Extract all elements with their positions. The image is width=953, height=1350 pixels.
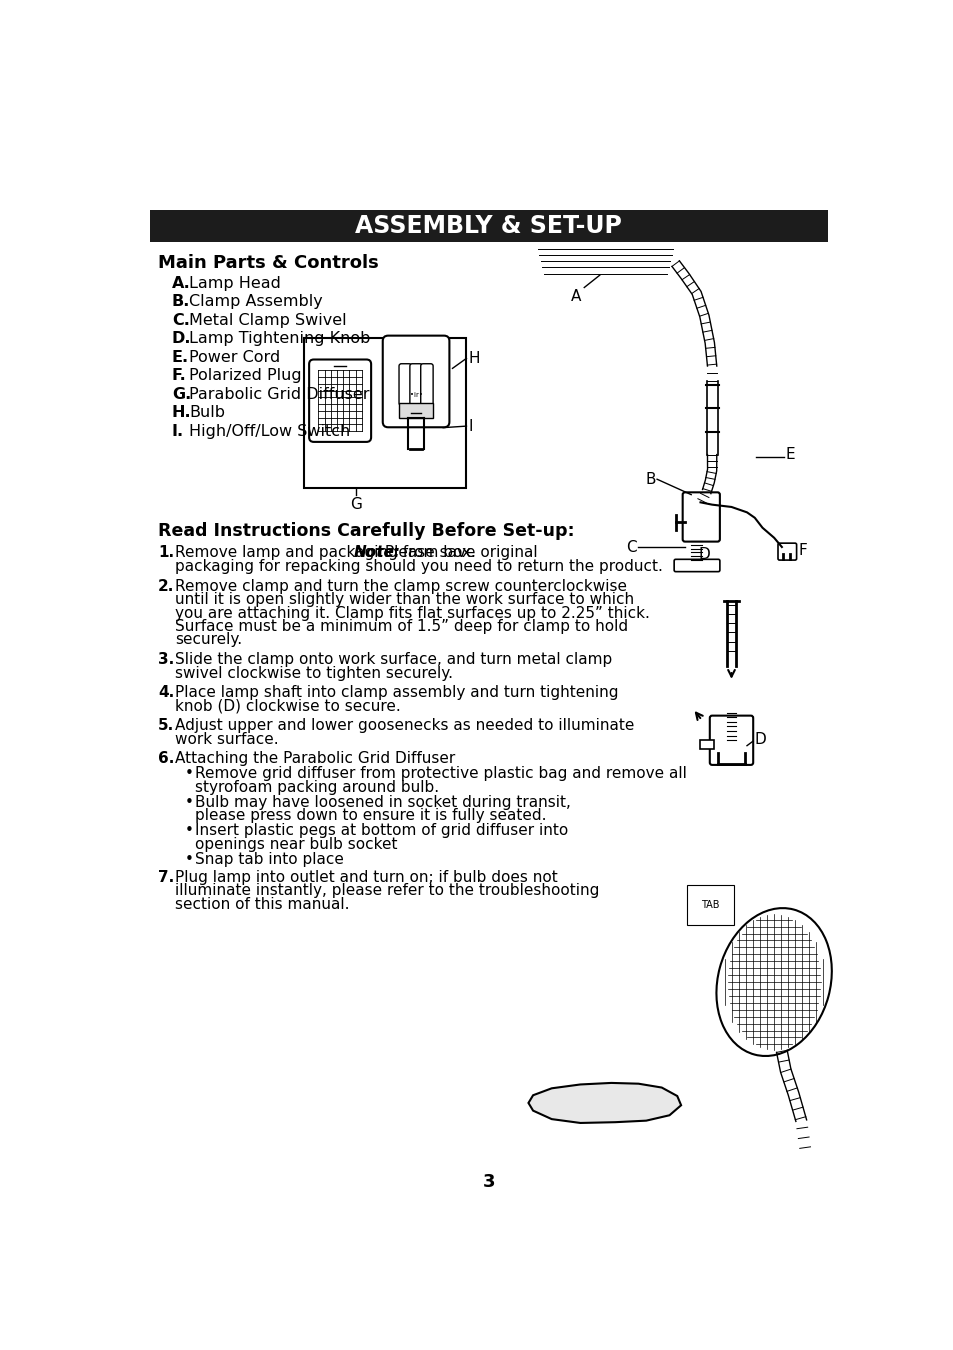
Text: Polarized Plug: Polarized Plug [189, 369, 301, 383]
FancyBboxPatch shape [778, 543, 796, 560]
Text: Read Instructions Carefully Before Set-up:: Read Instructions Carefully Before Set-u… [158, 522, 574, 540]
Text: Power Cord: Power Cord [189, 350, 280, 365]
Text: Adjust upper and lower goosenecks as needed to illuminate: Adjust upper and lower goosenecks as nee… [174, 718, 634, 733]
Text: 3: 3 [482, 1173, 495, 1191]
FancyBboxPatch shape [420, 363, 433, 405]
Text: securely.: securely. [174, 632, 242, 648]
Text: work surface.: work surface. [174, 732, 278, 747]
Text: H.: H. [172, 405, 192, 420]
Text: TAB: TAB [700, 900, 720, 910]
Text: I.: I. [172, 424, 184, 439]
Text: please press down to ensure it is fully seated.: please press down to ensure it is fully … [195, 809, 546, 824]
Text: Note:: Note: [353, 545, 400, 560]
Text: 5.: 5. [158, 718, 174, 733]
Text: •: • [184, 767, 193, 782]
Text: Lamp Tightening Knob: Lamp Tightening Knob [189, 331, 370, 347]
Text: openings near bulb socket: openings near bulb socket [195, 837, 397, 852]
Text: Snap tab into place: Snap tab into place [195, 852, 344, 867]
Text: Plug lamp into outlet and turn on; if bulb does not: Plug lamp into outlet and turn on; if bu… [174, 869, 558, 886]
Text: G.: G. [172, 387, 191, 402]
Text: swivel clockwise to tighten securely.: swivel clockwise to tighten securely. [174, 666, 453, 680]
Text: Remove lamp and packaging from box.: Remove lamp and packaging from box. [174, 545, 480, 560]
Text: 3.: 3. [158, 652, 174, 667]
Text: Clamp Assembly: Clamp Assembly [189, 294, 322, 309]
Text: ASSEMBLY & SET-UP: ASSEMBLY & SET-UP [355, 213, 621, 238]
Text: D: D [754, 732, 765, 747]
Text: E.: E. [172, 350, 189, 365]
Text: illuminate instantly, please refer to the troubleshooting: illuminate instantly, please refer to th… [174, 883, 598, 899]
Text: Bulb: Bulb [189, 405, 225, 420]
Text: I: I [468, 418, 473, 433]
Text: Remove grid diffuser from protective plastic bag and remove all: Remove grid diffuser from protective pla… [195, 767, 686, 782]
Text: •: • [184, 852, 193, 867]
Text: Remove clamp and turn the clamp screw counterclockwise: Remove clamp and turn the clamp screw co… [174, 579, 626, 594]
Text: Bulb may have loosened in socket during transit,: Bulb may have loosened in socket during … [195, 795, 571, 810]
Text: styrofoam packing around bulb.: styrofoam packing around bulb. [195, 780, 439, 795]
Polygon shape [528, 1083, 680, 1123]
Text: knob (D) clockwise to secure.: knob (D) clockwise to secure. [174, 699, 400, 714]
Text: E: E [785, 447, 795, 462]
Text: 7.: 7. [158, 869, 174, 886]
FancyBboxPatch shape [709, 716, 753, 765]
Text: Parabolic Grid Diffuser: Parabolic Grid Diffuser [189, 387, 369, 402]
Text: A: A [571, 289, 581, 304]
Text: Main Parts & Controls: Main Parts & Controls [158, 254, 378, 273]
Ellipse shape [716, 909, 831, 1056]
Text: Lamp Head: Lamp Head [189, 275, 280, 292]
Text: High/Off/Low Switch: High/Off/Low Switch [189, 424, 350, 439]
FancyBboxPatch shape [309, 359, 371, 441]
Text: •ir•: •ir• [409, 392, 422, 398]
Text: 2.: 2. [158, 579, 174, 594]
Text: F: F [798, 543, 806, 559]
Text: D.: D. [172, 331, 192, 347]
Text: C.: C. [172, 313, 190, 328]
FancyBboxPatch shape [410, 363, 422, 405]
FancyBboxPatch shape [382, 336, 449, 427]
Text: until it is open slightly wider than the work surface to which: until it is open slightly wider than the… [174, 593, 634, 608]
Text: F.: F. [172, 369, 187, 383]
Text: 4.: 4. [158, 686, 174, 701]
FancyBboxPatch shape [682, 493, 720, 541]
Text: Surface must be a minimum of 1.5” deep for clamp to hold: Surface must be a minimum of 1.5” deep f… [174, 620, 627, 634]
Text: B.: B. [172, 294, 191, 309]
Text: Insert plastic pegs at bottom of grid diffuser into: Insert plastic pegs at bottom of grid di… [195, 824, 568, 838]
Bar [700, 740, 714, 749]
Bar [303, 338, 466, 487]
Bar [398, 402, 433, 418]
Text: 1.: 1. [158, 545, 174, 560]
Text: G: G [350, 497, 362, 512]
Text: •: • [184, 795, 193, 810]
Text: H: H [468, 351, 479, 366]
Text: B: B [644, 471, 655, 487]
Text: packaging for repacking should you need to return the product.: packaging for repacking should you need … [174, 559, 662, 574]
Text: A.: A. [172, 275, 191, 292]
Text: Place lamp shaft into clamp assembly and turn tightening: Place lamp shaft into clamp assembly and… [174, 686, 618, 701]
FancyBboxPatch shape [398, 363, 411, 405]
Text: Attaching the Parabolic Grid Diffuser: Attaching the Parabolic Grid Diffuser [174, 752, 455, 767]
Text: Metal Clamp Swivel: Metal Clamp Swivel [189, 313, 346, 328]
Text: section of this manual.: section of this manual. [174, 896, 349, 913]
Text: C: C [626, 540, 637, 555]
Bar [150, 209, 827, 242]
Text: •: • [184, 824, 193, 838]
Text: Slide the clamp onto work surface, and turn metal clamp: Slide the clamp onto work surface, and t… [174, 652, 612, 667]
FancyBboxPatch shape [674, 559, 720, 571]
Text: 6.: 6. [158, 752, 174, 767]
Text: you are attaching it. Clamp fits flat surfaces up to 2.25” thick.: you are attaching it. Clamp fits flat su… [174, 606, 649, 621]
Text: D: D [699, 547, 710, 562]
Text: Please save original: Please save original [380, 545, 537, 560]
